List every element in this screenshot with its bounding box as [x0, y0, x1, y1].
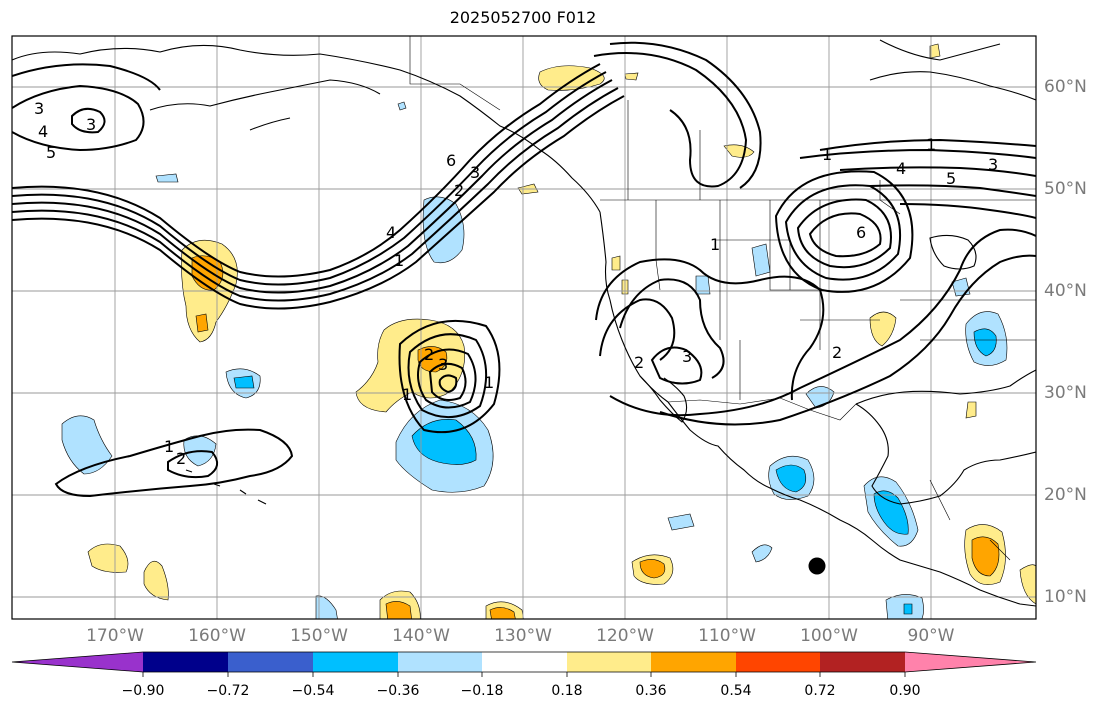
contour-label: 6 [446, 151, 456, 170]
colorbar-tick-label: −0.36 [376, 683, 420, 699]
black-dot-marker [808, 557, 826, 575]
contour-label: 2 [832, 343, 842, 362]
negative-anomaly-area [397, 101, 407, 111]
lat-label: 40°N [1044, 281, 1087, 301]
positive-anomaly-area [143, 560, 169, 601]
colorbar-segment [398, 652, 482, 672]
contour-label: 6 [856, 223, 866, 242]
negative-anomaly-area [695, 275, 711, 295]
contour-label: 3 [86, 115, 96, 134]
colorbar-tick-label: 0.72 [804, 683, 836, 699]
contour-label: 4 [386, 223, 396, 242]
map-frame [11, 35, 1037, 620]
positive-anomaly-area [971, 536, 1000, 577]
negative-anomaly-area [873, 490, 909, 535]
contour-label: 1 [484, 373, 494, 392]
colorbar-tick-label: −0.54 [291, 683, 335, 699]
colorbar-tick-label: −0.90 [121, 683, 165, 699]
colorbar [11, 651, 1037, 677]
contour-label: 3 [470, 163, 480, 182]
contour-lines [12, 41, 1036, 498]
colorbar-segment [143, 652, 228, 672]
contour-label: 1 [710, 235, 720, 254]
lon-label: 100°W [800, 626, 858, 646]
lat-label: 50°N [1044, 179, 1087, 199]
colorbar-tick-label: 0.90 [889, 683, 921, 699]
contour-label: 1 [394, 251, 404, 270]
colorbar-max-extension [905, 652, 1036, 672]
lon-label: 130°W [494, 626, 552, 646]
colorbar-segment [651, 652, 736, 672]
colorbar-segment [313, 652, 398, 672]
positive-anomaly-area [611, 255, 621, 271]
contour-label: 1 [164, 437, 174, 456]
contour-label: 3 [34, 99, 44, 118]
contour-label: 5 [46, 143, 56, 162]
contour-label: 3 [682, 347, 692, 366]
positive-anomaly-area [929, 43, 941, 59]
negative-anomaly-area [155, 173, 179, 183]
negative-anomaly-area [233, 375, 255, 389]
contour-label: 2 [176, 449, 186, 468]
contour-label: 1 [402, 385, 412, 404]
contour-label: 5 [946, 169, 956, 188]
colorbar-tick-label: 0.54 [720, 683, 752, 699]
colorbar-tick-label: −0.72 [206, 683, 250, 699]
positive-anomaly-area [1019, 564, 1036, 605]
lon-label: 160°W [188, 626, 246, 646]
contour-label: 4 [38, 122, 48, 141]
map-panel [12, 36, 1036, 619]
colorbar-segment [567, 652, 651, 672]
contour-label: 2 [454, 181, 464, 200]
contour-label: 2 [424, 345, 434, 364]
colorbar-tick-label: 0.36 [635, 683, 667, 699]
positive-anomaly-area [87, 543, 129, 573]
positive-anomaly-area [723, 144, 755, 158]
negative-anomaly-area [973, 328, 997, 357]
positive-anomaly-area [639, 559, 666, 579]
positive-anomaly-area [624, 72, 639, 81]
positive-anomaly-area [869, 311, 897, 347]
colorbar-segment [820, 652, 905, 672]
negative-anomaly-area [667, 513, 695, 531]
lat-label: 30°N [1044, 383, 1087, 403]
colorbar-segment [482, 652, 567, 672]
shaded-anomaly-layer [61, 43, 1036, 619]
negative-anomaly-area [903, 603, 913, 615]
lon-label: 110°W [698, 626, 756, 646]
lon-label: 150°W [290, 626, 348, 646]
colorbar-tick-label: −0.18 [460, 683, 504, 699]
positive-anomaly-area [965, 401, 977, 419]
coastlines [12, 39, 1036, 607]
lat-lon-grid [12, 36, 1036, 619]
lat-label: 10°N [1044, 587, 1087, 607]
contour-labels: 3 4 5 3 6 3 2 1 4 1 1 4 5 3 6 1 2 3 2 2 … [34, 99, 998, 468]
lon-label: 120°W [596, 626, 654, 646]
lon-label: 170°W [86, 626, 144, 646]
colorbar-segment [228, 652, 313, 672]
colorbar-segment [736, 652, 820, 672]
positive-anomaly-area [195, 313, 209, 333]
negative-anomaly-area [775, 464, 807, 493]
positive-anomaly-area [385, 601, 412, 619]
lon-label: 140°W [392, 626, 450, 646]
contour-label: 2 [634, 353, 644, 372]
lat-label: 20°N [1044, 485, 1087, 505]
map-title: 2025052700 F012 [449, 8, 597, 27]
contour-label: 3 [438, 355, 448, 374]
contour-label: 1 [926, 135, 936, 154]
contour-label: 3 [988, 155, 998, 174]
positive-anomaly-area [489, 607, 516, 619]
negative-anomaly-area [61, 415, 113, 475]
colorbar-tick-label: 0.18 [551, 683, 583, 699]
contour-label: 4 [896, 159, 906, 178]
negative-anomaly-area [751, 544, 773, 563]
contour-label: 1 [822, 145, 832, 164]
lat-label: 60°N [1044, 77, 1087, 97]
colorbar-min-extension [12, 652, 143, 672]
lon-label: 90°W [907, 626, 955, 646]
